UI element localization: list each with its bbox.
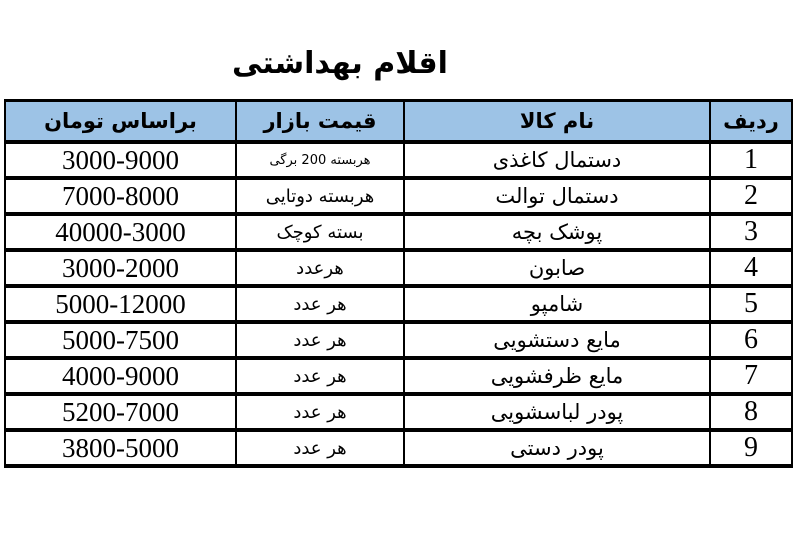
price-range-cell: 4000-9000 [4,356,237,396]
item-name-cell: پوشک بچه [403,212,711,252]
price-range-cell: 7000-8000 [4,176,237,216]
table-header-row: ردیف نام کالا قیمت بازار براساس تومان [4,99,793,144]
price-range-cell: 5200-7000 [4,392,237,432]
row-number-cell: 1 [709,140,793,180]
item-name-cell: پودر لباسشویی [403,392,711,432]
row-number-cell: 6 [709,320,793,360]
unit-cell: هر عدد [235,320,405,360]
item-name-cell: دستمال توالت [403,176,711,216]
table-row: 1 دستمال کاغذی هربسته 200 برگی 3000-9000 [4,140,793,180]
price-range-cell: 40000-3000 [4,212,237,252]
price-range-cell: 3000-2000 [4,248,237,288]
unit-cell: هرعدد [235,248,405,288]
unit-cell: هر عدد [235,428,405,468]
item-name-cell: پودر دستی [403,428,711,468]
row-number-cell: 3 [709,212,793,252]
table-row: 5 شامپو هر عدد 5000-12000 [4,284,793,324]
price-range-cell: 3800-5000 [4,428,237,468]
page-title: اقلام بهداشتی [232,46,448,81]
unit-cell: بسته کوچک [235,212,405,252]
unit-cell: هر عدد [235,284,405,324]
price-range-cell: 5000-7500 [4,320,237,360]
header-price-toman: براساس تومان [4,99,237,144]
row-number-cell: 7 [709,356,793,396]
row-number-cell: 9 [709,428,793,468]
header-market-price: قیمت بازار [235,99,405,144]
item-name-cell: صابون [403,248,711,288]
price-range-cell: 3000-9000 [4,140,237,180]
item-name-cell: شامپو [403,284,711,324]
row-number-cell: 4 [709,248,793,288]
unit-cell: هربسته 200 برگی [235,140,405,180]
item-name-cell: دستمال کاغذی [403,140,711,180]
unit-cell: هر عدد [235,356,405,396]
header-item-name: نام کالا [403,99,711,144]
hygiene-items-table: ردیف نام کالا قیمت بازار براساس تومان 1 … [4,99,793,468]
item-name-cell: مایع دستشویی [403,320,711,360]
price-table-container: ردیف نام کالا قیمت بازار براساس تومان 1 … [4,99,793,468]
unit-cell: هربسته دوتایی [235,176,405,216]
table-row: 2 دستمال توالت هربسته دوتایی 7000-8000 [4,176,793,216]
table-row: 4 صابون هرعدد 3000-2000 [4,248,793,288]
row-number-cell: 5 [709,284,793,324]
table-row: 6 مایع دستشویی هر عدد 5000-7500 [4,320,793,360]
row-number-cell: 8 [709,392,793,432]
row-number-cell: 2 [709,176,793,216]
price-range-cell: 5000-12000 [4,284,237,324]
table-row: 3 پوشک بچه بسته کوچک 40000-3000 [4,212,793,252]
table-row: 8 پودر لباسشویی هر عدد 5200-7000 [4,392,793,432]
header-row-number: ردیف [709,99,793,144]
table-row: 7 مایع ظرفشویی هر عدد 4000-9000 [4,356,793,396]
unit-cell: هر عدد [235,392,405,432]
item-name-cell: مایع ظرفشویی [403,356,711,396]
table-row: 9 پودر دستی هر عدد 3800-5000 [4,428,793,468]
